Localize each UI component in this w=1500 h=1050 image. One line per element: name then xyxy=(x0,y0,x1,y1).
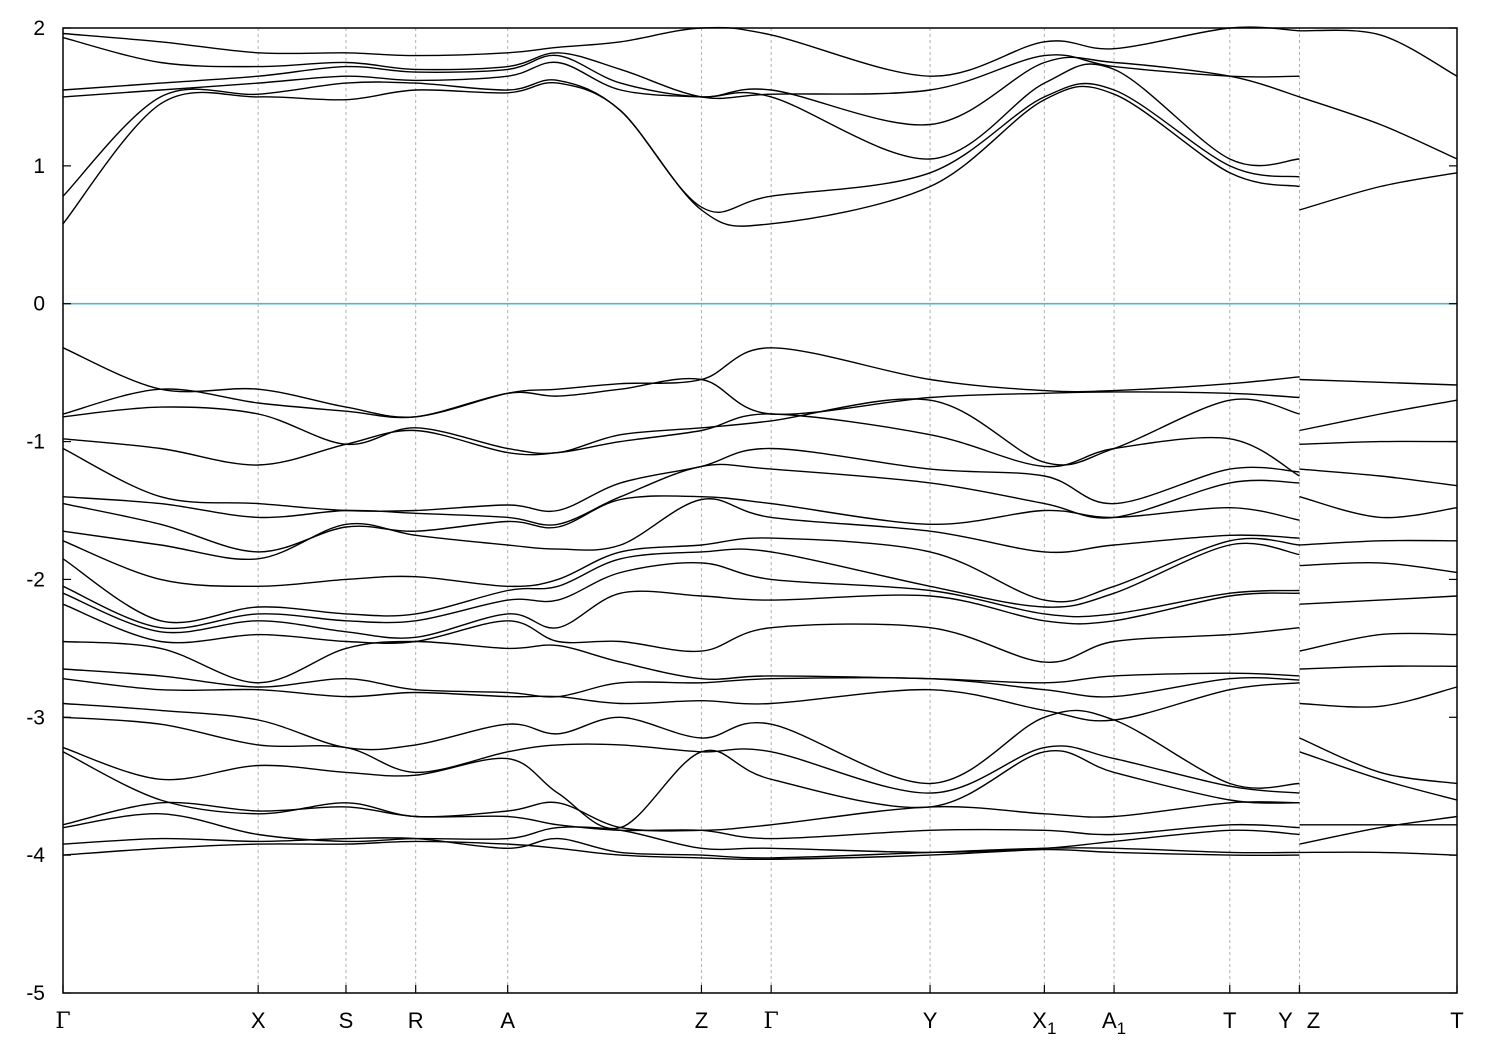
y-tick-label: -1 xyxy=(26,431,45,454)
band-line-14 xyxy=(62,498,1300,561)
band-line-zt-2 xyxy=(1299,96,1458,160)
band-line-29 xyxy=(62,837,1300,859)
kpoint-label: X xyxy=(251,1008,266,1033)
grid-lines xyxy=(257,28,1300,993)
band-line-15 xyxy=(62,537,1300,603)
band-line-zt-1 xyxy=(1299,172,1458,211)
band-line-zt-12 xyxy=(1299,632,1458,652)
x-axis-kpoint-labels: Γ X S R A Z Γ Y X1 A1 T Y Z T xyxy=(55,985,1464,1038)
band-line-24 xyxy=(62,716,1300,794)
band-line-4 xyxy=(62,54,1300,126)
band-line-18 xyxy=(62,590,1300,639)
band-line-zt-9 xyxy=(1299,539,1458,546)
kpoint-label: T xyxy=(1223,1008,1236,1033)
y-tick-label: -3 xyxy=(26,706,45,729)
band-line-zt-4 xyxy=(1299,378,1458,386)
band-line-11 xyxy=(62,447,1300,513)
kpoint-label: A xyxy=(500,1008,515,1033)
y-tick-label: 2 xyxy=(33,17,45,40)
band-line-23 xyxy=(62,702,1300,789)
y-axis-ticks: 2 1 0 -1 -2 -3 -4 -5 xyxy=(26,17,1457,1005)
band-line-9 xyxy=(62,398,1300,466)
band-line-21 xyxy=(62,668,1300,698)
band-lines xyxy=(62,26,1458,861)
kpoint-subscript: 1 xyxy=(1117,1019,1126,1038)
band-line-30 xyxy=(62,840,1300,861)
band-line-25 xyxy=(62,746,1300,830)
band-line-27 xyxy=(62,801,1300,840)
band-line-28 xyxy=(62,813,1300,854)
band-line-5 xyxy=(62,36,1300,100)
kpoint-label: S xyxy=(339,1008,354,1033)
kpoint-label: Y xyxy=(923,1008,938,1033)
kpoint-label: X1 xyxy=(1032,1008,1056,1038)
kpoint-label: Γ xyxy=(55,1009,70,1034)
band-line-6 xyxy=(62,26,1300,77)
kpoint-label: A1 xyxy=(1102,1008,1126,1038)
band-line-16 xyxy=(62,542,1300,624)
band-line-10 xyxy=(62,413,1300,477)
band-line-3 xyxy=(62,61,1300,167)
y-tick-label: -4 xyxy=(26,844,45,867)
band-line-zt-8 xyxy=(1299,496,1458,519)
kpoint-label: Z xyxy=(695,1008,708,1033)
band-line-zt-19 xyxy=(1299,851,1458,856)
band-line-zt-14 xyxy=(1299,686,1458,708)
band-line-12 xyxy=(62,463,1300,526)
band-line-2 xyxy=(62,79,1300,213)
band-line-20 xyxy=(62,640,1300,684)
band-line-zt-5 xyxy=(1299,399,1458,432)
kpoint-subscript: 1 xyxy=(1047,1019,1056,1038)
band-line-zt-15 xyxy=(1299,737,1458,785)
kpoint-label: R xyxy=(408,1008,424,1033)
plot-frame xyxy=(62,27,1458,994)
band-line-19 xyxy=(62,603,1300,663)
band-line-26 xyxy=(62,751,1300,832)
kpoint-label: Γ xyxy=(764,1009,779,1034)
band-line-zt-6 xyxy=(1299,440,1458,445)
band-line-8 xyxy=(62,377,1300,419)
band-line-zt-10 xyxy=(1299,561,1458,574)
kpoint-label: T xyxy=(1450,1008,1463,1033)
band-line-zt-3 xyxy=(1299,29,1458,77)
band-line-zt-11 xyxy=(1299,595,1458,605)
y-tick-label: -5 xyxy=(26,982,45,1005)
band-line-zt-13 xyxy=(1299,665,1458,670)
kpoint-label: Z xyxy=(1307,1008,1320,1033)
band-line-13 xyxy=(62,495,1300,553)
y-tick-label: 1 xyxy=(33,155,45,178)
kpoint-label: Y xyxy=(1278,1008,1293,1033)
y-tick-label: 0 xyxy=(33,293,45,316)
y-tick-label: -2 xyxy=(26,568,45,591)
band-line-22 xyxy=(62,678,1300,722)
band-line-zt-18 xyxy=(1299,815,1458,845)
band-line-17 xyxy=(62,562,1300,630)
band-line-zt-7 xyxy=(1299,468,1458,487)
band-line-zt-16 xyxy=(1299,751,1458,801)
